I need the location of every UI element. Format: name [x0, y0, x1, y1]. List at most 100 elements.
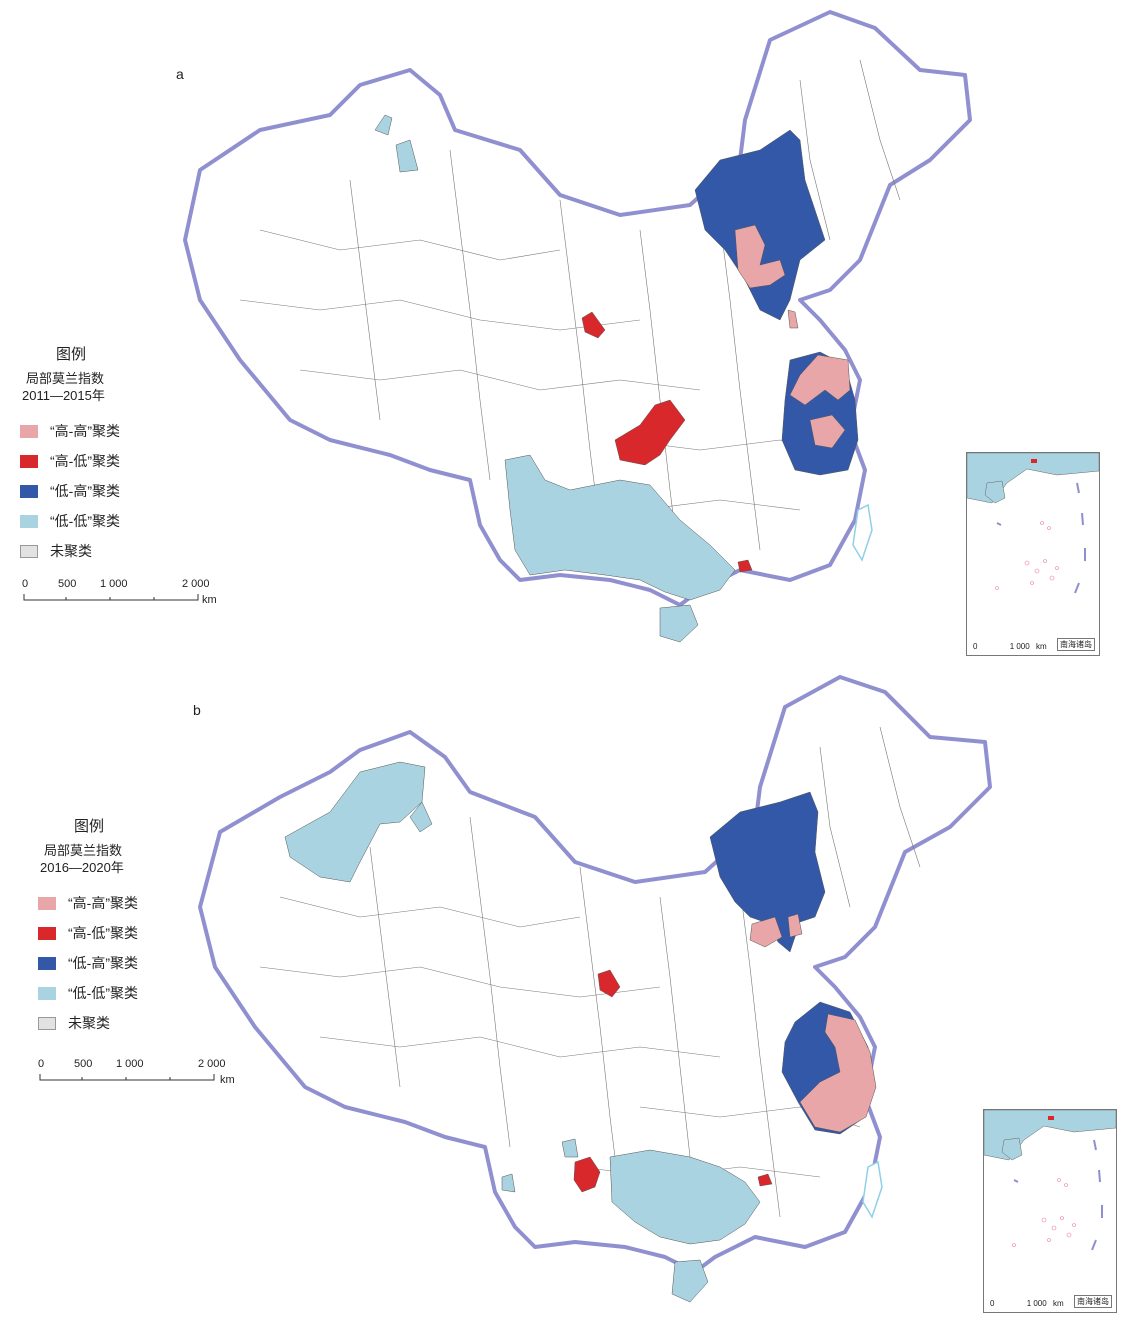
- legend-item-label: 未聚类: [68, 1015, 110, 1031]
- high-low-region: [573, 1156, 601, 1193]
- taiwan: [862, 1160, 883, 1219]
- high-high-region: [734, 224, 786, 289]
- south-china-sea-inset: 0 1 000 km 南海诸岛: [983, 1109, 1117, 1313]
- legend: 图例 局部莫兰指数 2011—2015年 “高-高”聚类 “高-低”聚类 “低-…: [20, 343, 120, 566]
- legend-item-label: “低-高”聚类: [50, 483, 120, 499]
- legend-item-label: “低-高”聚类: [68, 955, 138, 971]
- legend-title: 图例: [74, 818, 105, 835]
- legend-swatch: [38, 956, 56, 970]
- legend: 图例 局部莫兰指数 2016—2020年 “高-高”聚类 “高-低”聚类 “低-…: [38, 815, 138, 1038]
- scale-unit: km: [220, 1074, 235, 1086]
- high-high-region: [749, 916, 783, 948]
- legend-item-low-low: “低-低”聚类: [20, 506, 120, 536]
- scale-bar: 0 500 1 000 2 000 km: [22, 578, 222, 606]
- panel-label: a: [176, 66, 184, 82]
- inset-scale-tick: 1 000: [1026, 1299, 1047, 1308]
- legend-swatch: [20, 514, 38, 528]
- low-high-region: [694, 129, 826, 321]
- inset-title: 南海诸岛: [1074, 1295, 1112, 1308]
- low-low-region: [374, 114, 393, 136]
- legend-item-label: “高-高”聚类: [68, 895, 138, 911]
- scale-unit: km: [202, 594, 217, 606]
- low-high-region: [709, 791, 826, 953]
- low-low-region: [395, 139, 419, 173]
- legend-item-label: “低-低”聚类: [50, 513, 120, 529]
- high-low-region: [597, 969, 621, 998]
- legend-item-low-high: “低-高”聚类: [20, 476, 120, 506]
- legend-item-label: “高-高”聚类: [50, 423, 120, 439]
- legend-swatch: [20, 424, 38, 438]
- legend-swatch: [38, 926, 56, 940]
- cluster-regions-a: [374, 114, 859, 643]
- inset-scale: 0 1 000 km: [973, 642, 1047, 651]
- legend-item-high-low: “高-低”聚类: [20, 446, 120, 476]
- low-low-region: [284, 761, 426, 883]
- legend-item-not-clustered: 未聚类: [20, 536, 120, 566]
- inset-scale-unit: km: [1035, 642, 1047, 651]
- low-low-region: [504, 454, 736, 601]
- china-map-b: [198, 675, 992, 1303]
- scale-tick: 500: [74, 1058, 93, 1070]
- china-map-a: [183, 10, 972, 643]
- scale-bar: 0 500 1 000 2 000 km: [38, 1058, 238, 1086]
- legend-swatch: [20, 544, 38, 558]
- legend-item-high-low: “高-低”聚类: [38, 918, 138, 948]
- map-panel-b: b: [0, 662, 1133, 1324]
- low-low-region: [501, 1173, 516, 1193]
- scale-tick: 500: [58, 578, 77, 590]
- scale-tick: 0: [38, 1058, 45, 1070]
- low-low-region: [561, 1138, 579, 1158]
- inset-map: [984, 1110, 1116, 1251]
- inset-scale: 0 1 000 km: [990, 1299, 1064, 1308]
- legend-item-label: “高-低”聚类: [68, 925, 138, 941]
- legend-item-not-clustered: 未聚类: [38, 1008, 138, 1038]
- inset-scale-unit: km: [1052, 1299, 1064, 1308]
- scale-tick: 1 000: [100, 578, 128, 590]
- scale-tick: 0: [22, 578, 29, 590]
- low-low-region: [659, 604, 699, 643]
- legend-swatch: [38, 986, 56, 1000]
- legend-swatch: [38, 1016, 56, 1030]
- inset-map: [967, 453, 1099, 594]
- high-low-region: [737, 559, 753, 573]
- panel-label: b: [193, 702, 201, 718]
- legend-swatch: [20, 454, 38, 468]
- high-low-region: [614, 399, 686, 466]
- legend-period: 2016—2020年: [40, 860, 124, 875]
- scale-tick: 2 000: [182, 578, 210, 590]
- low-low-region: [409, 801, 433, 833]
- legend-swatch: [20, 484, 38, 498]
- low-low-region: [609, 1149, 761, 1245]
- scale-bar-line: [23, 594, 199, 601]
- high-high-region: [809, 414, 846, 449]
- taiwan: [852, 503, 873, 562]
- scale-bar-line: [39, 1074, 215, 1081]
- legend-item-high-high: “高-高”聚类: [20, 416, 120, 446]
- cluster-regions-b: [284, 761, 877, 1303]
- admin-boundaries: [259, 726, 921, 1238]
- high-high-region: [787, 913, 803, 938]
- legend-swatch: [38, 896, 56, 910]
- legend-item-high-high: “高-高”聚类: [38, 888, 138, 918]
- legend-item-low-low: “低-低”聚类: [38, 978, 138, 1008]
- inset-scale-tick: 0: [990, 1299, 995, 1308]
- south-china-sea-inset: 0 1 000 km 南海诸岛: [966, 452, 1100, 656]
- map-panel-a: a: [20, 10, 1100, 656]
- scale-tick: 2 000: [198, 1058, 226, 1070]
- legend-index-name: 局部莫兰指数: [26, 371, 105, 386]
- high-high-region: [787, 309, 799, 329]
- legend-item-label: 未聚类: [50, 543, 92, 559]
- legend-title: 图例: [56, 346, 87, 363]
- low-low-region: [671, 1259, 709, 1303]
- high-low-region: [757, 1173, 773, 1187]
- high-low-region: [581, 311, 606, 339]
- inset-title: 南海诸岛: [1057, 638, 1095, 651]
- legend-item-low-high: “低-高”聚类: [38, 948, 138, 978]
- legend-period: 2011—2015年: [22, 388, 105, 403]
- high-high-region: [799, 1013, 877, 1133]
- legend-index-name: 局部莫兰指数: [44, 843, 123, 858]
- inset-scale-tick: 0: [973, 642, 978, 651]
- scale-tick: 1 000: [116, 1058, 144, 1070]
- legend-item-label: “低-低”聚类: [68, 985, 138, 1001]
- inset-scale-tick: 1 000: [1009, 642, 1030, 651]
